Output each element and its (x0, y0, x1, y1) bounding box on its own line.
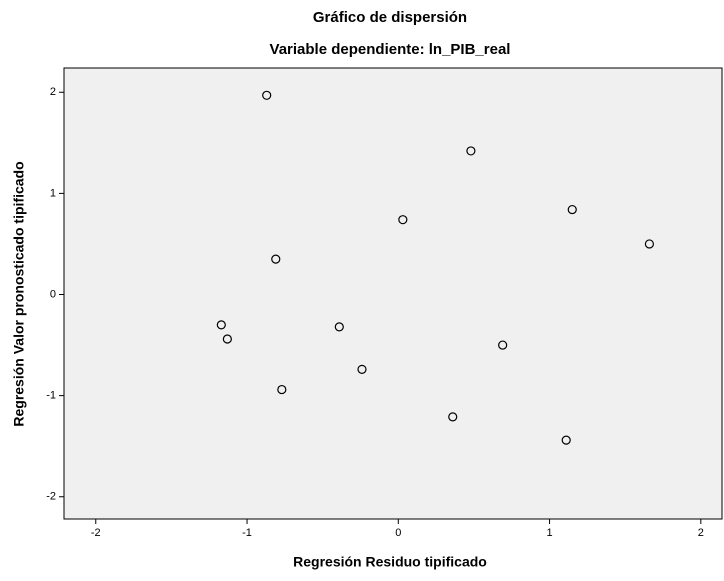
point (448, 412, 458, 422)
y-tick-label: -2 (46, 491, 56, 503)
point (567, 204, 577, 215)
chart-title: Gráfico de dispersión (313, 9, 467, 26)
y-tick-label: 0 (50, 288, 56, 300)
point (334, 322, 344, 332)
point (644, 239, 654, 249)
plot-area (63, 67, 723, 520)
x-tick-label: 2 (698, 527, 704, 539)
x-tick-label: 0 (395, 527, 401, 539)
point (561, 435, 571, 445)
point (222, 334, 232, 344)
point (277, 384, 287, 395)
point (216, 320, 226, 330)
x-tick-label: -1 (242, 527, 252, 539)
y-axis-label: Regresión Valor pronosticado tipificado (11, 161, 27, 426)
point (466, 146, 476, 156)
y-tick-label: 1 (50, 187, 56, 199)
point (398, 215, 408, 225)
y-tick-label: -1 (46, 390, 56, 402)
point (498, 340, 508, 350)
point (357, 364, 367, 374)
x-axis-label: Regresión Residuo tipificado (293, 554, 487, 570)
point (271, 254, 281, 264)
x-tick-label: -2 (91, 527, 101, 539)
point (262, 90, 272, 100)
y-tick-label: 2 (50, 86, 56, 98)
x-tick-label: 1 (546, 527, 552, 539)
chart-subtitle: Variable dependiente: ln_PIB_real (270, 41, 511, 58)
